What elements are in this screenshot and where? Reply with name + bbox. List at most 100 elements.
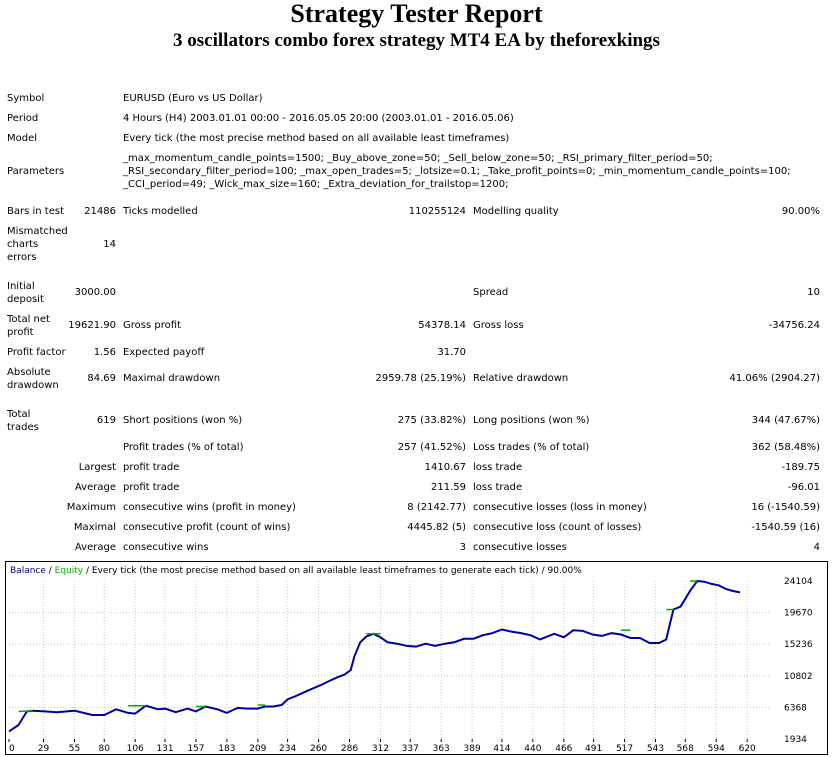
deposit-label-1: Initial — [7, 281, 35, 292]
profit-trades-label: Profit trades (% of total) — [123, 442, 244, 453]
largest-loss-label: loss trade — [473, 462, 523, 473]
short-positions-value: 275 (33.82%) — [397, 415, 466, 426]
maximal-label: Maximal — [73, 522, 116, 533]
net-profit-value: 19621.90 — [68, 320, 116, 331]
legend-equity: Equity — [55, 566, 84, 576]
report-subtitle: 3 oscillators combo forex strategy MT4 E… — [173, 30, 660, 51]
parameters-line-1: _max_momentum_candle_points=1500; _Buy_a… — [123, 153, 713, 164]
mismatch-label-1: Mismatched — [7, 226, 68, 237]
y-tick-label: 24104 — [784, 577, 813, 587]
expected-payoff-label: Expected payoff — [123, 347, 205, 358]
absolute-drawdown-label-1: Absolute — [7, 367, 51, 378]
average-profit-value: 211.59 — [431, 482, 466, 493]
parameters-label: Parameters — [7, 166, 65, 177]
balance-chart-svg: 24104 19670 15236 10802 6368 1934 0 29 55 80 106 13… — [5, 561, 828, 755]
y-tick-label: 19670 — [784, 609, 813, 619]
y-tick-label: 1934 — [784, 735, 807, 745]
x-tick-label: 568 — [677, 744, 694, 754]
balance-line — [8, 580, 741, 733]
x-tick-label: 312 — [372, 744, 389, 754]
absolute-drawdown-label-2: drawdown — [7, 380, 59, 391]
spread-label: Spread — [473, 287, 509, 298]
deposit-value: 3000.00 — [74, 287, 116, 298]
x-tick-label: 0 — [9, 744, 15, 754]
x-tick-label: 517 — [616, 744, 633, 754]
x-tick-label: 440 — [524, 744, 541, 754]
profit-factor-value: 1.56 — [93, 347, 116, 358]
period-value: 4 Hours (H4) 2003.01.01 00:00 - 2016.05.… — [123, 113, 514, 124]
avg-consecutive-losses-label: consecutive losses — [473, 542, 567, 553]
equity-segment — [18, 709, 33, 713]
x-tick-label: 106 — [127, 744, 144, 754]
short-positions-label: Short positions (won %) — [123, 415, 243, 426]
quality-value: 90.00% — [781, 206, 820, 217]
x-tick-label: 594 — [708, 744, 725, 754]
avg-consecutive-losses-value: 4 — [813, 542, 820, 553]
gross-loss-value: -34756.24 — [768, 320, 820, 331]
avg-consecutive-wins-label: consecutive wins — [123, 542, 209, 553]
total-trades-label-1: Total — [7, 409, 31, 420]
x-tick-label: 29 — [38, 744, 50, 754]
symbol-label: Symbol — [7, 93, 45, 104]
net-profit-label-2: profit — [7, 327, 34, 338]
symbol-value: EURUSD (Euro vs US Dollar) — [123, 93, 263, 104]
maximum-label: Maximum — [66, 502, 116, 513]
x-tick-label: 389 — [464, 744, 481, 754]
x-tick-label: 286 — [341, 744, 358, 754]
max-consecutive-wins-label: consecutive wins (profit in money) — [123, 502, 296, 513]
mismatch-value: 14 — [103, 239, 116, 250]
bars-value: 21486 — [84, 206, 116, 217]
x-tick-label: 337 — [402, 744, 419, 754]
chart-legend: Balance / Equity / Every tick (the most … — [10, 566, 582, 576]
average-profit-label: profit trade — [123, 482, 180, 493]
profit-trades-value: 257 (41.52%) — [397, 442, 466, 453]
x-tick-label: 414 — [493, 744, 510, 754]
gross-loss-label: Gross loss — [473, 320, 524, 331]
spread-value: 10 — [807, 287, 820, 298]
max-consecutive-losses-label: consecutive losses (loss in money) — [473, 502, 647, 513]
x-tick-label: 260 — [310, 744, 327, 754]
x-tick-label: 131 — [156, 744, 173, 754]
period-label: Period — [7, 113, 39, 124]
x-tick-label: 80 — [99, 744, 111, 754]
mismatch-label-3: errors — [7, 252, 37, 263]
net-profit-label-1: Total net — [7, 314, 50, 325]
maximal-consecutive-loss-label: consecutive loss (count of losses) — [473, 522, 642, 533]
maximal-drawdown-value: 2959.78 (25.19%) — [375, 373, 466, 384]
ticks-value: 110255124 — [408, 206, 466, 217]
report-title: Strategy Tester Report — [290, 0, 543, 28]
deposit-label-2: deposit — [7, 294, 44, 305]
x-tick-label: 183 — [218, 744, 235, 754]
expected-payoff-value: 31.70 — [437, 347, 466, 358]
y-tick-label: 15236 — [784, 640, 813, 650]
total-trades-label-2: trades — [7, 422, 39, 433]
maximal-consecutive-loss-value: -1540.59 (16) — [751, 522, 820, 533]
maximal-consecutive-profit-label: consecutive profit (count of wins) — [123, 522, 291, 533]
x-tick-label: 234 — [279, 744, 296, 754]
maximal-drawdown-label: Maximal drawdown — [123, 373, 221, 384]
x-tick-label: 491 — [585, 744, 602, 754]
largest-profit-label: profit trade — [123, 462, 180, 473]
y-tick-label: 6368 — [784, 703, 807, 713]
bars-label: Bars in test — [7, 206, 64, 217]
x-tick-label: 466 — [555, 744, 572, 754]
max-consecutive-wins-value: 8 (2142.77) — [407, 502, 466, 513]
largest-loss-value: -189.75 — [781, 462, 820, 473]
chart-series — [8, 580, 741, 733]
relative-drawdown-value: 41.06% (2904.27) — [729, 373, 820, 384]
loss-trades-value: 362 (58.48%) — [751, 442, 820, 453]
x-tick-label: 620 — [739, 744, 756, 754]
chart-frame — [5, 561, 828, 755]
chart-axis-labels: 24104 19670 15236 10802 6368 1934 0 29 55 80 106 13… — [8, 577, 813, 754]
parameters-line-3: _CCI_period=49; _Wick_max_size=160; _Ext… — [123, 179, 509, 190]
largest-profit-value: 1410.67 — [424, 462, 466, 473]
quality-label: Modelling quality — [473, 206, 559, 217]
total-trades-value: 619 — [96, 415, 116, 426]
long-positions-value: 344 (47.67%) — [751, 415, 820, 426]
mismatch-label-2: charts — [7, 239, 39, 250]
parameters-line-2: _RSI_secondary_filter_period=100; _max_o… — [123, 166, 791, 177]
maximal-consecutive-profit-value: 4445.82 (5) — [407, 522, 466, 533]
gross-profit-label: Gross profit — [123, 320, 181, 331]
x-tick-label: 209 — [249, 744, 266, 754]
average-consecutive-label: Average — [74, 542, 116, 553]
